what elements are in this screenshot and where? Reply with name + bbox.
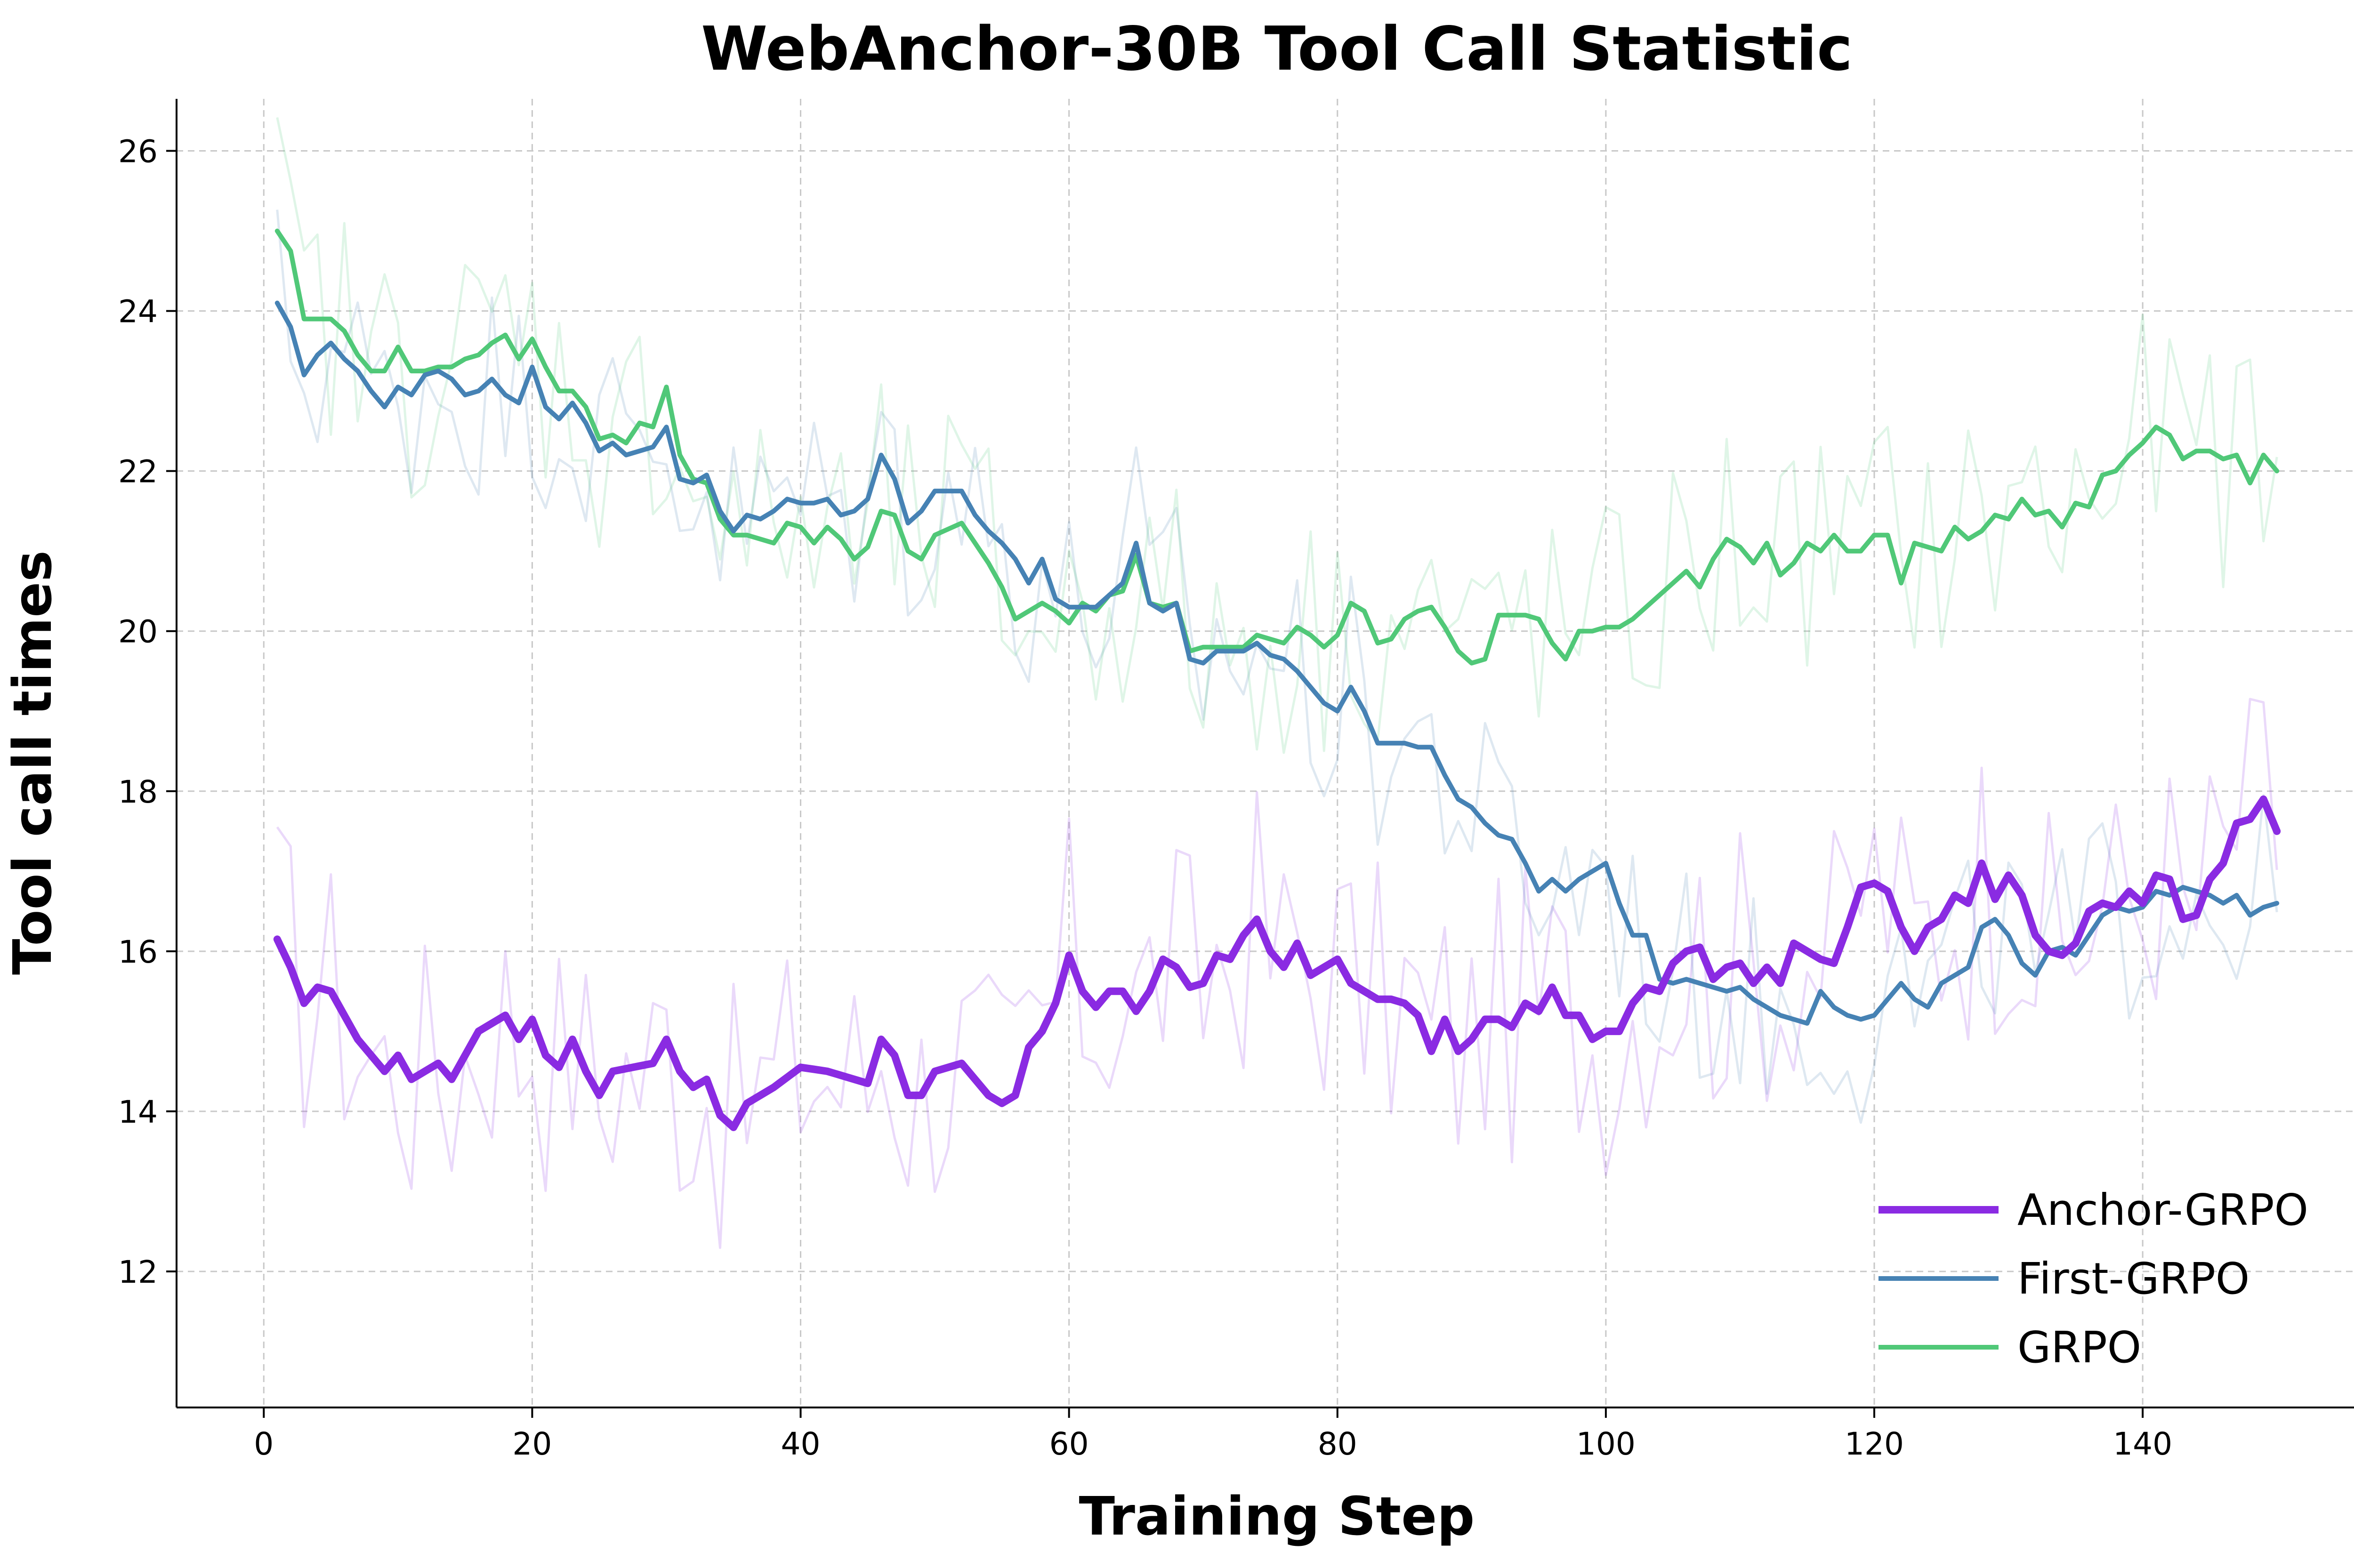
x-tick-label: 120 — [1845, 1426, 1904, 1462]
y-tick-label: 26 — [118, 134, 158, 170]
y-tick-label: 14 — [118, 1094, 158, 1130]
y-tick-label: 20 — [118, 614, 158, 650]
raw-line-first-grpo — [276, 209, 2278, 1124]
series-line-first-grpo — [274, 300, 2280, 1026]
x-tick-label: 0 — [254, 1426, 274, 1462]
legend: Anchor-GRPO First-GRPO GRPO — [1878, 1185, 2308, 1373]
y-axis-title: Tool call times — [2, 550, 64, 975]
x-tick-label: 100 — [1576, 1426, 1636, 1462]
y-tick-label: 12 — [118, 1254, 158, 1290]
x-tick-label: 20 — [512, 1426, 552, 1462]
x-axis-title: Training Step — [1079, 1486, 1475, 1547]
raw-line-anchor-grpo — [276, 698, 2278, 1249]
x-tick-label: 40 — [781, 1426, 821, 1462]
legend-label-anchor-grpo: Anchor-GRPO — [2017, 1185, 2308, 1235]
axes-layer: 0 20 40 60 80 100 120 140 12 14 16 18 20 22 24 26 — [118, 99, 2354, 1462]
raw-line-grpo — [276, 117, 2278, 754]
grid-layer — [177, 99, 2354, 1407]
series-line-anchor-grpo — [273, 795, 2281, 1131]
x-tick-label: 140 — [2113, 1426, 2172, 1462]
y-tick-label: 16 — [118, 934, 158, 970]
y-tick-label: 22 — [118, 454, 158, 490]
x-tick-label: 60 — [1049, 1426, 1089, 1462]
series-line-grpo — [274, 228, 2280, 666]
y-tick-label: 24 — [118, 294, 158, 330]
legend-label-grpo: GRPO — [2017, 1322, 2141, 1373]
x-tick-label: 80 — [1318, 1426, 1357, 1462]
smoothed-series-layer — [273, 228, 2281, 1131]
y-tick-label: 18 — [118, 774, 158, 810]
legend-label-first-grpo: First-GRPO — [2017, 1254, 2249, 1304]
raw-series-layer — [276, 117, 2278, 1249]
chart-title: WebAnchor-30B Tool Call Statistic — [701, 14, 1853, 84]
